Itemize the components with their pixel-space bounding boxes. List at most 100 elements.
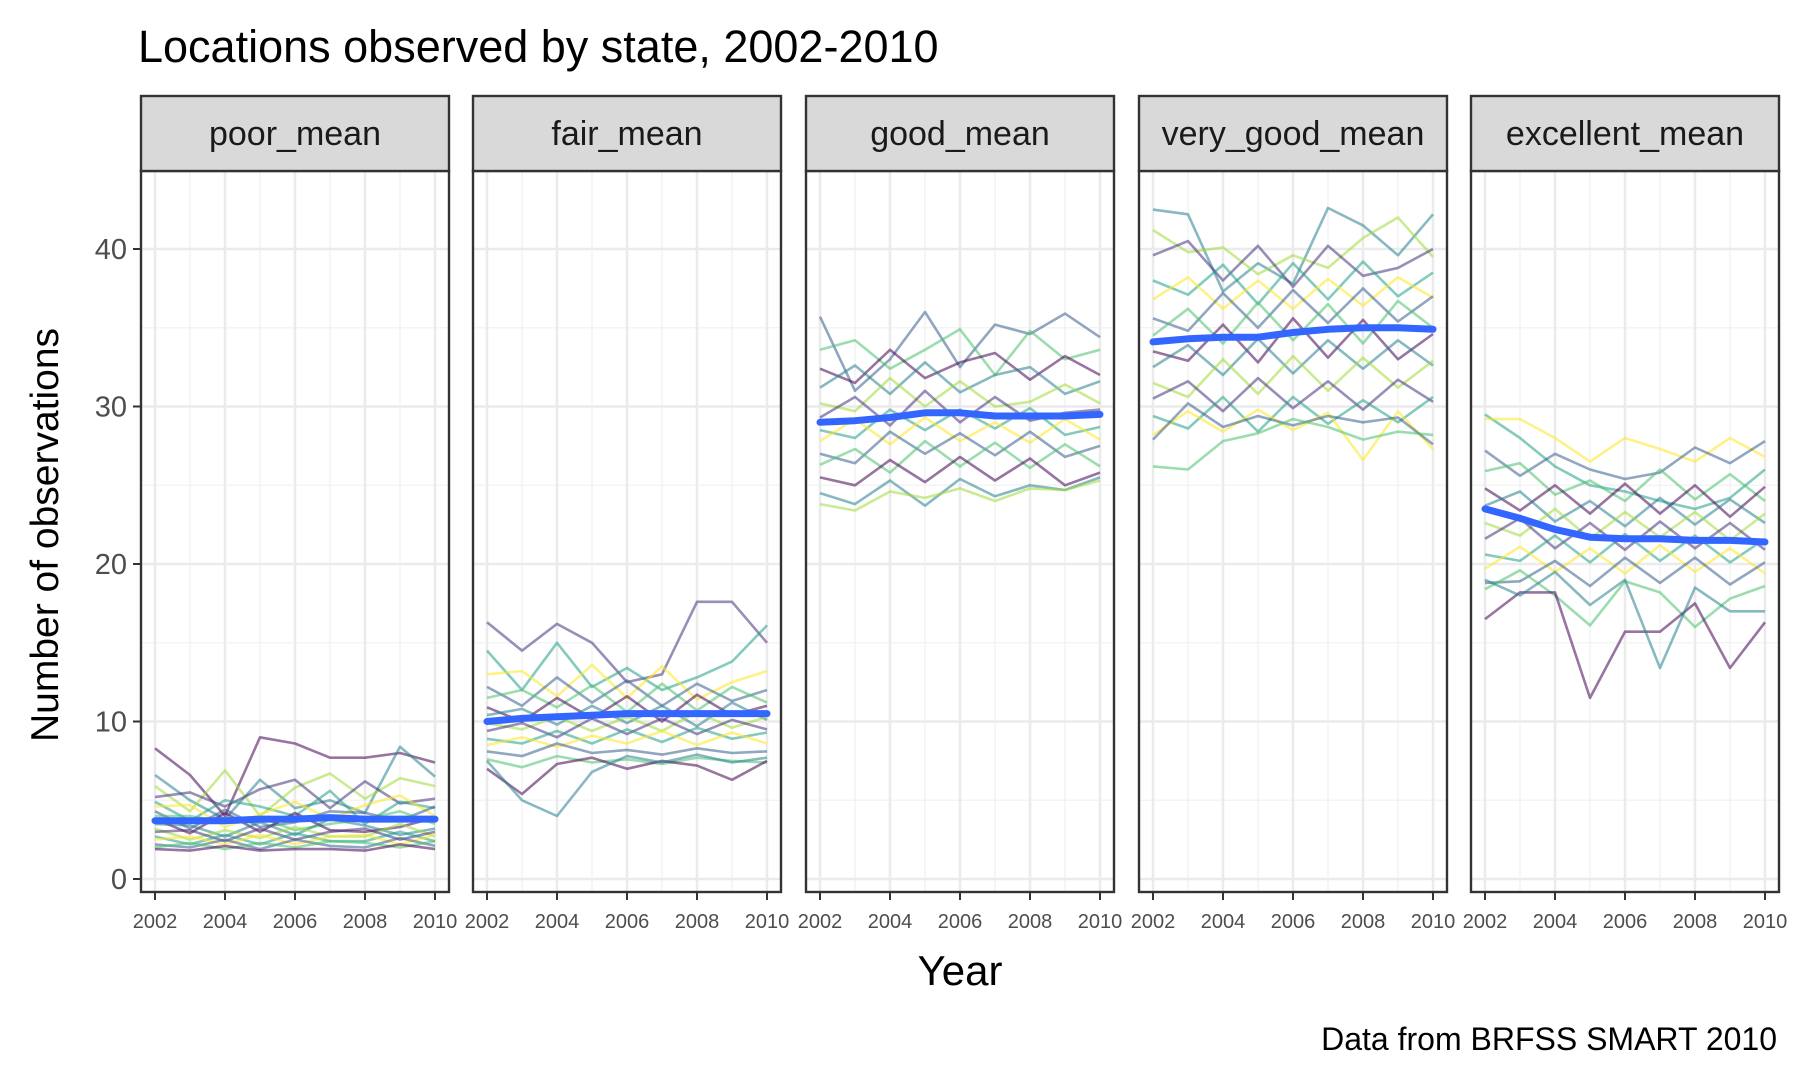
trend-line	[816, 409, 1104, 426]
state-series-line	[1152, 417, 1434, 471]
state-series-line	[1484, 532, 1766, 564]
y-tick-label: 40	[95, 234, 127, 266]
x-tick-label: 2002	[798, 911, 843, 933]
strip-background	[1137, 94, 1449, 173]
x-tick-label: 2006	[605, 911, 650, 933]
strip-label: poor_mean	[209, 115, 381, 153]
strip-background	[139, 94, 451, 173]
state-series-line	[1152, 354, 1434, 399]
x-tick-label: 2010	[745, 911, 790, 933]
state-series-line	[1484, 556, 1766, 588]
state-series-line	[1484, 440, 1766, 481]
state-series-line	[486, 753, 768, 818]
x-tick-label: 2002	[133, 911, 178, 933]
state-series-line	[819, 348, 1101, 385]
x-tick-label: 2004	[1201, 911, 1246, 933]
strip-label: good_mean	[870, 115, 1050, 153]
state-series-line	[154, 830, 436, 846]
state-series-line	[154, 736, 436, 818]
x-tick-label: 2004	[1533, 911, 1578, 933]
facet-panel-fair_mean: fair_mean 2002 2004 2006 2008 2010	[465, 94, 790, 933]
state-series-line	[1152, 408, 1434, 462]
facet-panel-excellent_mean: excellent_mean 2002 2004 2006 2008 2010	[1463, 94, 1787, 933]
x-tick-label: 2002	[1131, 911, 1176, 933]
state-series-line	[1152, 376, 1434, 413]
state-series-line	[1485, 417, 1766, 463]
state-series-line	[1152, 276, 1434, 311]
state-series-line	[1152, 206, 1434, 293]
x-tick-label: 2004	[868, 911, 913, 933]
state-series-line	[486, 717, 768, 739]
state-series-line	[819, 439, 1101, 474]
facet-panel-good_mean: good_mean 2002 2004 2006 2008 2010	[798, 94, 1123, 933]
state-series-line	[819, 479, 1101, 512]
state-series-line	[154, 843, 436, 852]
state-series-line	[1484, 461, 1766, 503]
y-axis-label: Number of observations	[24, 328, 67, 742]
state-series-line	[1152, 299, 1434, 345]
x-tick-label: 2004	[203, 911, 248, 933]
x-tick-label: 2008	[1341, 911, 1386, 933]
strip-label: excellent_mean	[1506, 115, 1744, 153]
state-series-line	[1484, 570, 1765, 670]
x-tick-label: 2010	[413, 911, 458, 933]
state-series-line	[486, 624, 768, 692]
x-tick-label: 2008	[675, 911, 720, 933]
state-series-line	[1152, 216, 1434, 276]
x-tick-label: 2002	[1463, 911, 1508, 933]
x-tick-label: 2002	[465, 911, 510, 933]
chart-title: Locations observed by state, 2002-2010	[138, 21, 939, 72]
x-tick-label: 2010	[1078, 911, 1123, 933]
state-series-line	[819, 376, 1101, 413]
facet-panel-very_good_mean: very_good_mean 2002 2004 2006 2008 2010	[1131, 94, 1456, 933]
strip-label: very_good_mean	[1162, 115, 1425, 153]
state-series-line	[1152, 317, 1434, 364]
state-series-line	[1484, 490, 1766, 528]
x-tick-label: 2008	[1008, 911, 1053, 933]
trend-line	[1149, 324, 1437, 346]
x-tick-label: 2010	[1411, 911, 1456, 933]
state-series-line	[1152, 337, 1434, 377]
state-series-line	[1484, 413, 1766, 511]
trend-line	[483, 710, 771, 725]
state-series-line	[486, 742, 768, 758]
state-series-line	[819, 361, 1101, 396]
state-series-line	[819, 416, 1101, 446]
y-tick-label: 0	[111, 864, 127, 896]
strip-label: fair_mean	[551, 115, 702, 153]
facet-panel-poor_mean: poor_mean 2002 2004 2006 2008 2010 0 10 20 30 40	[95, 94, 458, 933]
state-series-line	[1152, 287, 1434, 333]
x-tick-label: 2006	[1603, 911, 1648, 933]
x-tick-label: 2008	[1673, 911, 1718, 933]
state-series-line	[819, 455, 1101, 487]
x-axis-label: Year	[918, 947, 1003, 994]
strip-background	[471, 94, 783, 173]
state-series-line	[1484, 591, 1767, 700]
y-tick-label: 30	[95, 392, 127, 424]
facet-panels: poor_mean 2002 2004 2006 2008 2010 0 10 20 30 40 fa…	[95, 94, 1787, 933]
state-series-line	[1152, 260, 1434, 306]
state-series-line	[486, 729, 768, 748]
state-series-line	[486, 756, 768, 796]
x-tick-label: 2004	[535, 911, 580, 933]
strip-background	[804, 94, 1116, 173]
state-series-line	[154, 794, 436, 829]
state-series-line	[818, 310, 1101, 393]
trend-line	[1481, 505, 1769, 546]
state-series-line	[1152, 239, 1434, 289]
y-tick-label: 10	[95, 707, 127, 739]
state-series-line	[154, 822, 436, 841]
caption: Data from BRFSS SMART 2010	[1321, 1021, 1777, 1057]
x-tick-label: 2006	[938, 911, 983, 933]
strip-background	[1469, 94, 1781, 173]
x-tick-label: 2006	[273, 911, 318, 933]
state-series-line	[1484, 543, 1766, 575]
y-tick-label: 20	[95, 549, 127, 581]
state-series-line	[819, 328, 1101, 377]
x-tick-label: 2008	[343, 911, 388, 933]
x-tick-label: 2006	[1271, 911, 1316, 933]
state-series-line	[154, 778, 436, 810]
state-series-line	[819, 430, 1101, 465]
